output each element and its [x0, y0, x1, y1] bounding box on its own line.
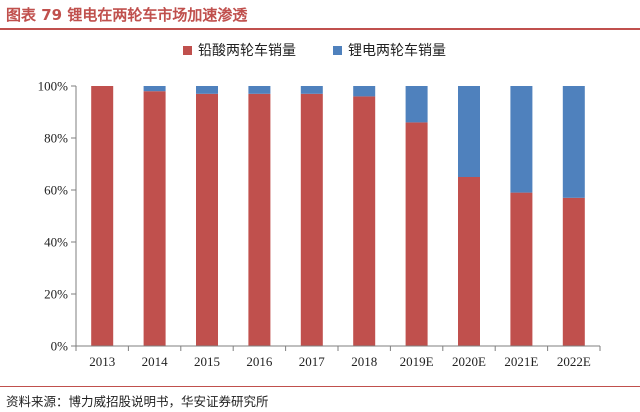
bar-series	[91, 86, 585, 347]
bar-lead-acid-2017	[300, 93, 323, 346]
y-tick-label: 20%	[44, 287, 68, 302]
bar-lead-acid-2018	[353, 96, 376, 347]
x-tick-label: 2021E	[504, 354, 538, 369]
x-tick-label: 2018	[351, 354, 377, 369]
bar-lithium-2014	[143, 86, 166, 92]
bar-lead-acid-2021E	[510, 192, 533, 346]
source-footer: 资料来源：博力威招股说明书，华安证券研究所	[0, 386, 640, 412]
bar-lead-acid-2019E	[405, 122, 428, 347]
bar-lithium-2021E	[510, 86, 533, 193]
x-tick-label: 2020E	[452, 354, 486, 369]
x-tick-label: 2015	[194, 354, 220, 369]
legend-swatch-2	[333, 46, 342, 55]
bar-lead-acid-2015	[196, 93, 218, 346]
legend-label-2: 锂电两轮车销量	[348, 42, 446, 59]
bar-lithium-2016	[248, 86, 271, 94]
y-tick-label: 60%	[44, 183, 68, 198]
x-tick-label: 2016	[246, 354, 273, 369]
y-tick-label: 40%	[44, 235, 68, 250]
bar-lead-acid-2013	[91, 86, 114, 346]
x-tick-label: 2019E	[400, 354, 434, 369]
bar-lead-acid-2022E	[562, 197, 585, 346]
bar-lead-acid-2014	[143, 91, 166, 346]
source-note: 资料来源：博力威招股说明书，华安证券研究所	[6, 394, 269, 409]
chart-legend: 铅酸两轮车销量 锂电两轮车销量	[183, 42, 446, 59]
bar-lithium-2017	[300, 86, 323, 94]
x-axis: 2013 2014 2015 2016 2017 2018 2019E 2020E 2021E 2…	[75, 345, 601, 369]
bar-lithium-2019E	[405, 86, 428, 123]
y-tick-label: 0%	[51, 339, 69, 354]
y-tick-label: 80%	[44, 131, 68, 146]
legend-swatch-1	[183, 46, 192, 55]
bar-lead-acid-2020E	[458, 177, 480, 346]
x-tick-label: 2017	[299, 354, 326, 369]
legend-label-1: 铅酸两轮车销量	[198, 42, 296, 59]
bar-lithium-2018	[353, 86, 376, 97]
bar-lithium-2022E	[562, 86, 585, 198]
stacked-bar-chart: 铅酸两轮车销量 锂电两轮车销量 0%20%40%60%80%100% 2013 20…	[38, 42, 601, 369]
x-tick-label: 2013	[89, 354, 115, 369]
bar-lithium-2020E	[458, 86, 480, 177]
figure-title-bar: 图表 79 锂电在两轮车市场加速渗透	[0, 0, 640, 30]
figure-title: 图表 79 锂电在两轮车市场加速渗透	[6, 6, 248, 24]
x-tick-label: 2022E	[557, 354, 591, 369]
bar-lithium-2015	[196, 86, 218, 94]
bar-lead-acid-2016	[248, 93, 271, 346]
y-axis: 0% 20% 40% 60% 80% 100%	[38, 79, 77, 354]
x-tick-label: 2014	[142, 354, 169, 369]
y-tick-label: 100%	[38, 79, 69, 94]
